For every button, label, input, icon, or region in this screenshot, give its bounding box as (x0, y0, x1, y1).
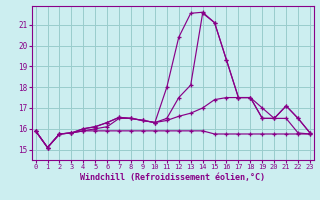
X-axis label: Windchill (Refroidissement éolien,°C): Windchill (Refroidissement éolien,°C) (80, 173, 265, 182)
